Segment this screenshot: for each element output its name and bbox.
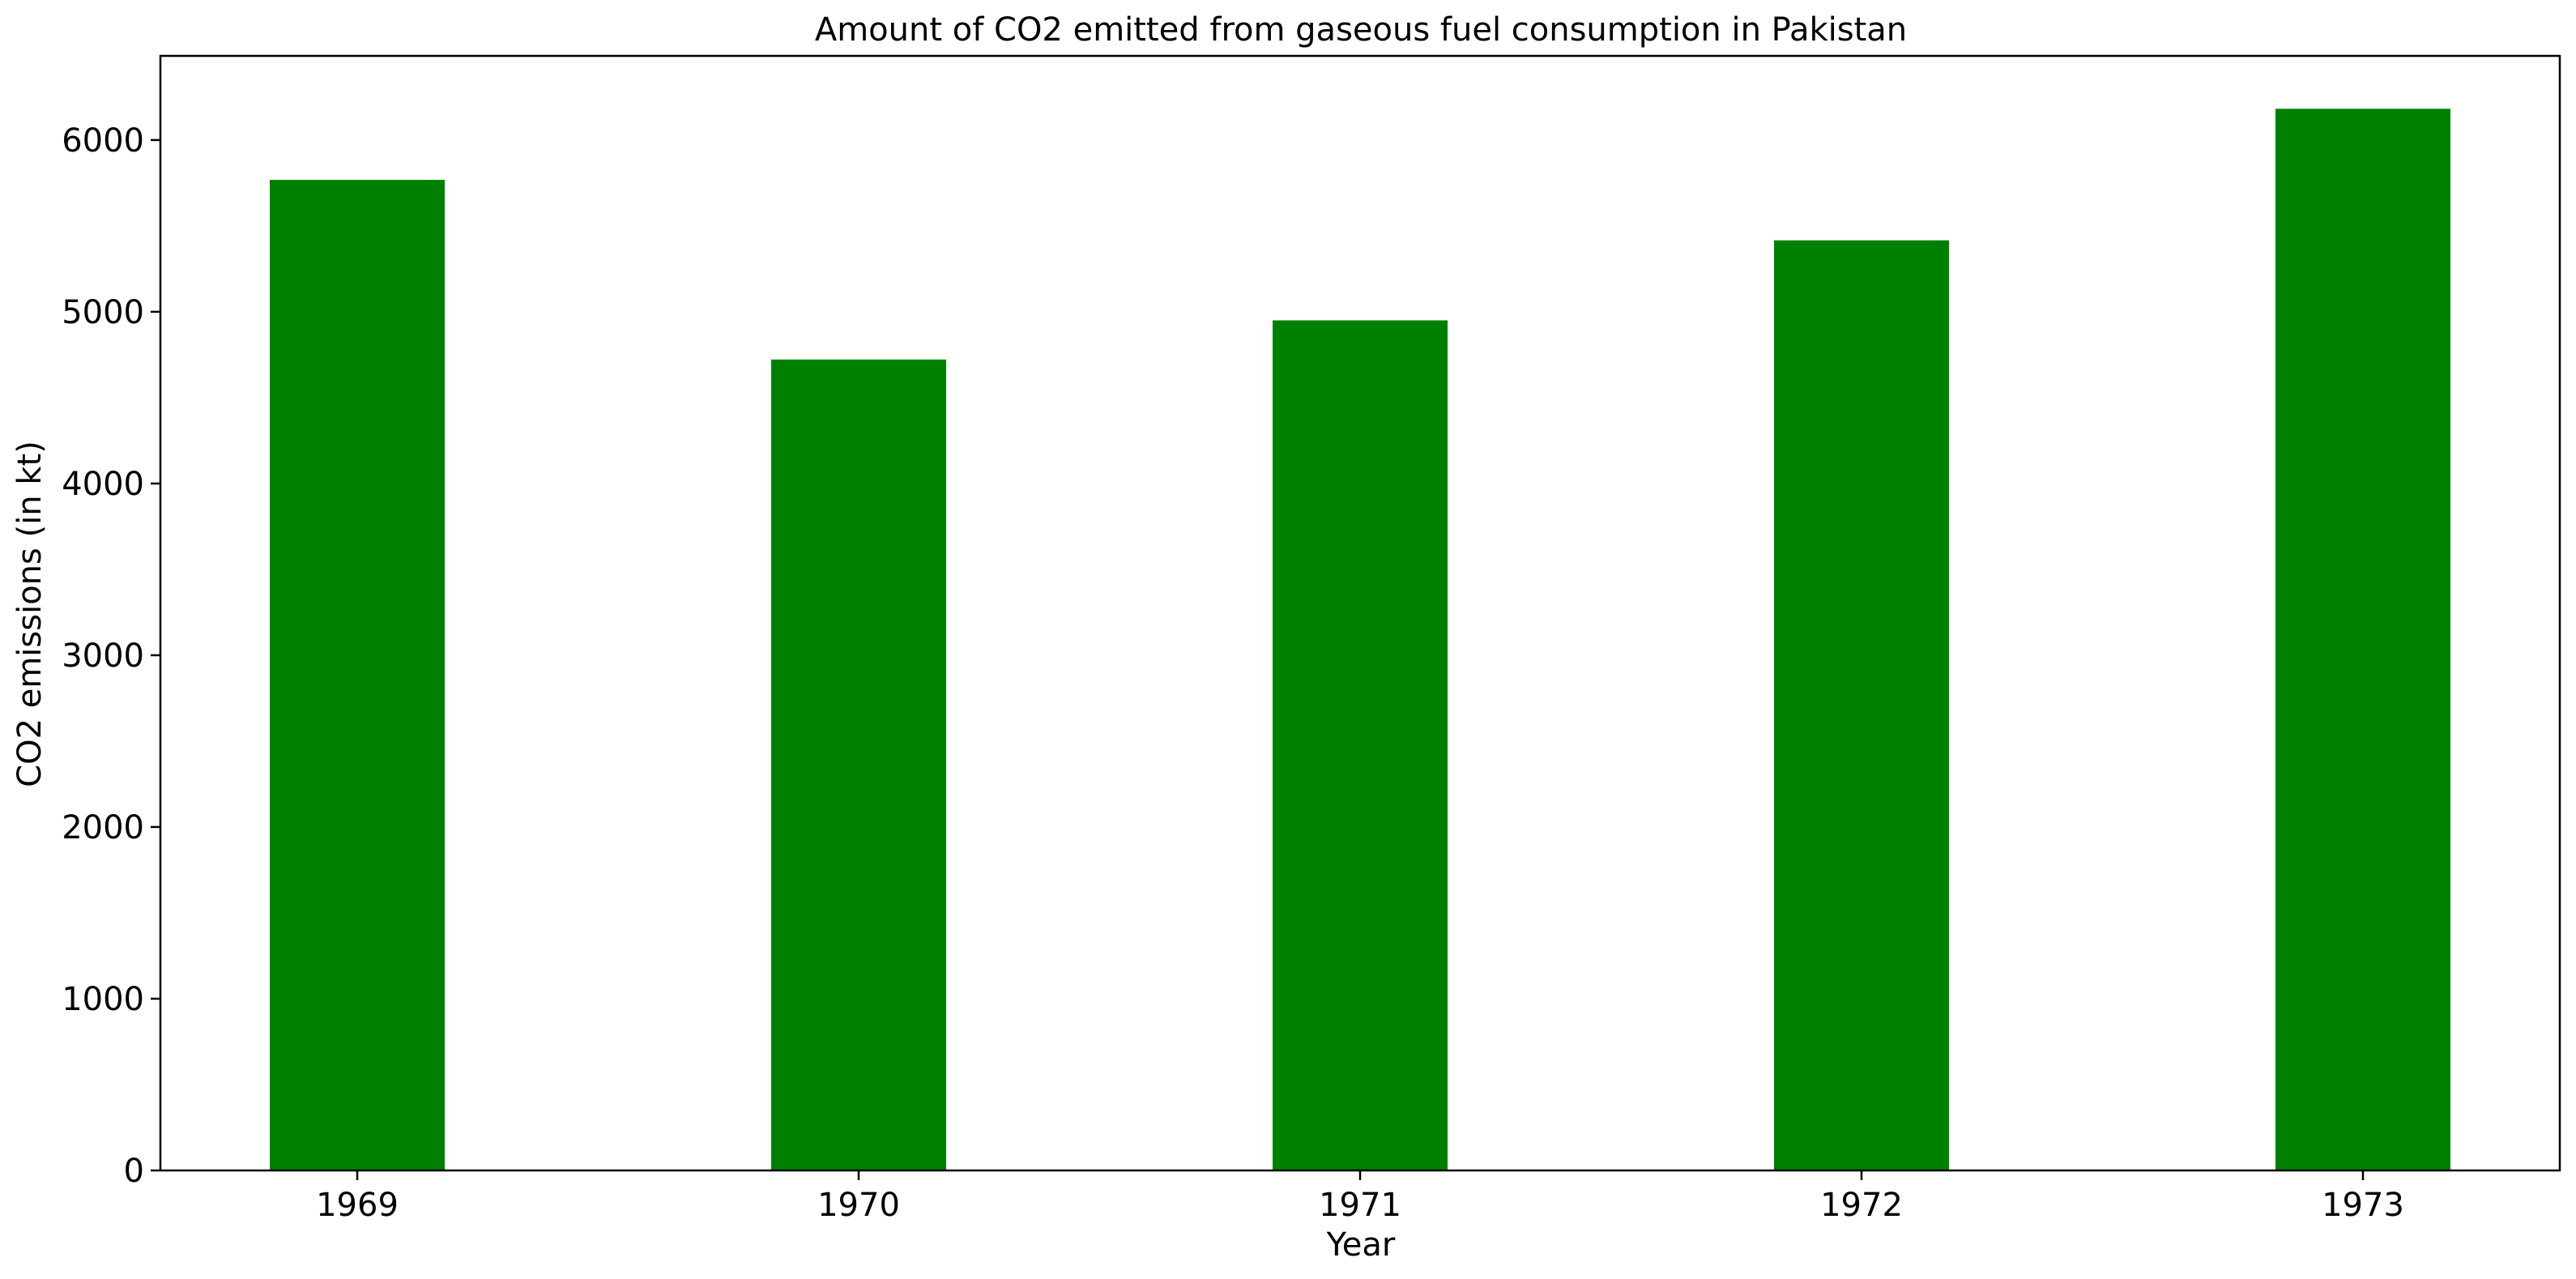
y-axis-ticks: 0 1000 2000 3000 4000 5000 6000: [62, 122, 160, 1190]
bar-1972: [1774, 240, 1949, 1170]
y-tick-label: 1000: [62, 981, 144, 1018]
y-tick-label: 6000: [62, 122, 144, 160]
bars: [270, 109, 2450, 1170]
x-tick-label: 1972: [1820, 1187, 1903, 1224]
x-tick-label: 1973: [2322, 1187, 2404, 1224]
bar-1969: [270, 180, 445, 1170]
chart-title: Amount of CO2 emitted from gaseous fuel …: [815, 11, 1907, 49]
y-tick-label: 0: [124, 1153, 144, 1190]
y-tick-label: 2000: [62, 809, 144, 846]
x-tick-label: 1969: [316, 1187, 399, 1224]
x-axis-label: Year: [1326, 1226, 1396, 1264]
x-tick-label: 1970: [817, 1187, 900, 1224]
y-axis-label: CO2 emissions (in kt): [11, 441, 49, 787]
bar-1971: [1273, 320, 1448, 1170]
x-axis-ticks: 1969 1970 1971 1972 1973: [316, 1170, 2404, 1224]
bar-1973: [2275, 109, 2450, 1170]
bar-1970: [771, 359, 946, 1170]
x-tick-label: 1971: [1319, 1187, 1401, 1224]
y-tick-label: 3000: [62, 637, 144, 675]
plot-frame: [159, 54, 2561, 1172]
y-tick-label: 4000: [62, 466, 144, 503]
y-tick-label: 5000: [62, 294, 144, 331]
